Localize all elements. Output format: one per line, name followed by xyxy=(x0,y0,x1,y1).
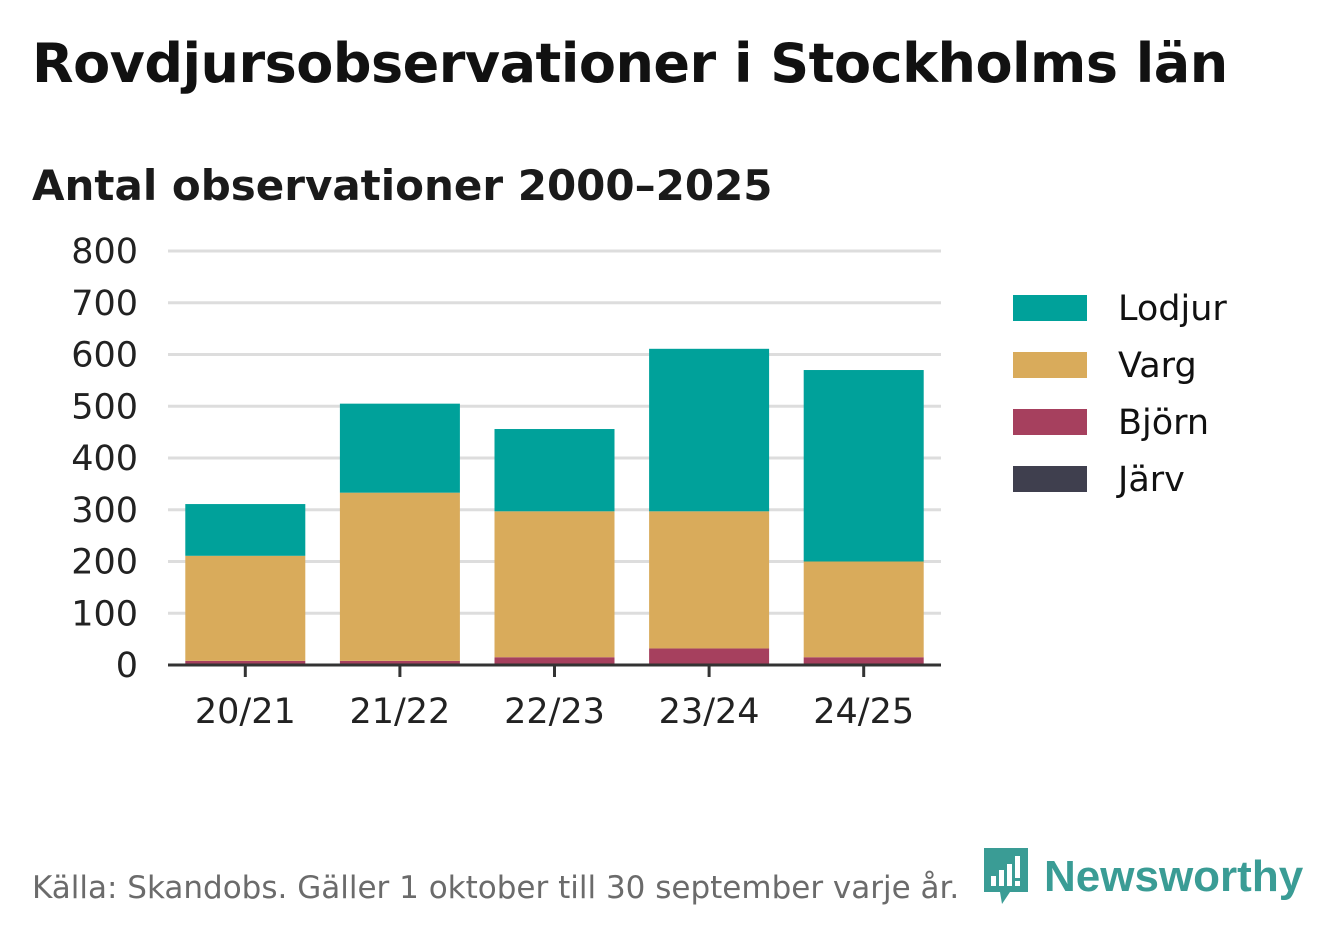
legend-label: Lodjur xyxy=(1118,289,1227,329)
stacked-bar-chart: 0 100 200 300 400 500 600 700 800 20/21 21/22 22/2… xyxy=(71,232,1227,732)
brand: Newsworthy xyxy=(980,846,1303,908)
x-axis: 20/21 21/22 22/23 23/24 24/25 xyxy=(168,663,941,732)
y-tick-label: 0 xyxy=(116,646,138,686)
y-tick-label: 600 xyxy=(71,336,138,376)
y-tick-label: 200 xyxy=(71,543,138,583)
y-tick-label: 400 xyxy=(71,439,138,479)
legend-label: Björn xyxy=(1118,403,1209,443)
bar-lodjur-22-23 xyxy=(494,429,615,512)
bar-lodjur-23-24 xyxy=(649,348,770,512)
y-axis: 0 100 200 300 400 500 600 700 800 xyxy=(71,232,138,686)
legend-swatch xyxy=(1013,352,1087,378)
chart-subtitle: Antal observationer 2000–2025 xyxy=(32,161,773,210)
chart-title: Rovdjursobservationer i Stockholms län xyxy=(32,32,1228,95)
bar-bjorn-21-22 xyxy=(339,660,460,665)
x-tick-label: 24/25 xyxy=(813,692,914,732)
bar-bjorn-24-25 xyxy=(803,657,924,665)
y-tick-label: 800 xyxy=(71,232,138,272)
bar-varg-21-22 xyxy=(339,492,460,661)
y-tick-label: 100 xyxy=(71,594,138,634)
legend: Lodjur Varg Björn Järv xyxy=(1013,289,1227,500)
bar-lodjur-20-21 xyxy=(185,504,306,556)
x-tick-label: 23/24 xyxy=(659,692,760,732)
legend-swatch xyxy=(1013,409,1087,435)
bar-varg-22-23 xyxy=(494,511,615,658)
bar-bjorn-22-23 xyxy=(494,657,615,665)
y-tick-label: 500 xyxy=(71,387,138,427)
x-tick-label: 21/22 xyxy=(349,692,450,732)
bars xyxy=(185,348,924,665)
bar-varg-23-24 xyxy=(649,511,770,649)
y-tick-label: 300 xyxy=(71,491,138,531)
x-tick-label: 20/21 xyxy=(195,692,296,732)
bar-bjorn-23-24 xyxy=(649,648,770,665)
bar-lodjur-21-22 xyxy=(339,403,460,493)
bar-lodjur-24-25 xyxy=(803,370,924,562)
legend-swatch xyxy=(1013,466,1087,492)
legend-label: Järv xyxy=(1116,460,1185,500)
brand-name: Newsworthy xyxy=(1044,852,1304,901)
bar-bjorn-20-21 xyxy=(185,660,306,665)
bar-varg-20-21 xyxy=(185,555,306,661)
source-note: Källa: Skandobs. Gäller 1 oktober till 3… xyxy=(32,870,960,906)
legend-swatch xyxy=(1013,295,1087,321)
x-tick-label: 22/23 xyxy=(504,692,605,732)
newsworthy-logo-icon xyxy=(984,848,1028,904)
legend-label: Varg xyxy=(1118,346,1197,386)
y-tick-label: 700 xyxy=(71,284,138,324)
bar-varg-24-25 xyxy=(803,561,924,658)
